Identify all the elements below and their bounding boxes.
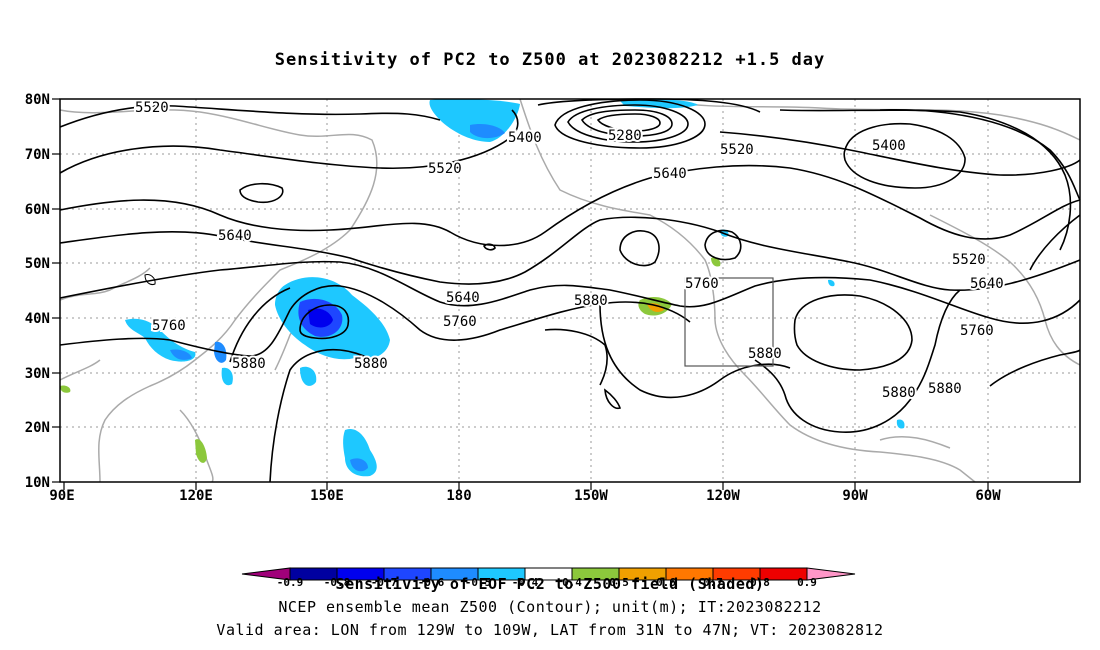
contour-label: 5760 xyxy=(443,314,477,330)
contour-label: 5640 xyxy=(446,290,480,306)
contour-label: 5880 xyxy=(928,381,962,397)
contour-label: 5520 xyxy=(720,142,754,158)
contour-label: 5520 xyxy=(135,100,169,116)
contour-label: 5280 xyxy=(608,128,642,144)
colorbar-tick-label: 0.9 xyxy=(797,576,817,589)
colorbar-tick-label: -0.4 xyxy=(512,576,539,589)
lat-label: 70N xyxy=(25,147,50,163)
contour-label: 5760 xyxy=(685,276,719,292)
axis-ticks xyxy=(52,98,989,490)
contour-label: 5760 xyxy=(152,318,186,334)
contour-label: 5760 xyxy=(960,323,994,339)
contour-labels: 5520 5400 5280 5520 5400 5520 5640 5640 … xyxy=(133,98,1006,403)
contour-label: 5880 xyxy=(574,293,608,309)
colorbar-tick-label: -0.6 xyxy=(418,576,445,589)
lon-label: 90W xyxy=(842,488,868,504)
z500-contours xyxy=(59,98,1081,483)
colorbar: -0.9 -0.8 -0.7 -0.6 -0.5 -0.4 0.4 0.5 0.6 0.7 0.8 0… xyxy=(241,567,856,589)
lat-label: 50N xyxy=(25,256,50,272)
footer-shading-caption: Sensitivity of EOF PC2 to Z500 field (Sh… xyxy=(335,575,765,593)
lat-label: 20N xyxy=(25,420,50,436)
lon-label: 90E xyxy=(49,488,74,504)
colorbar-tick-label: -0.7 xyxy=(371,576,398,589)
longitude-labels: 90E 120E 150E 180 150W 120W 90W 60W xyxy=(49,488,1001,504)
colorbar-tick-label: 0.7 xyxy=(703,576,723,589)
map-title: Sensitivity of PC2 to Z500 at 2023082212… xyxy=(274,50,826,70)
lat-label: 80N xyxy=(25,92,50,108)
colorbar-tick-label: 0.5 xyxy=(609,576,629,589)
contour-label: 5880 xyxy=(354,356,388,372)
lon-label: 60W xyxy=(975,488,1001,504)
contour-label: 5400 xyxy=(872,138,906,154)
contour-label: 5640 xyxy=(218,228,252,244)
colorbar-ticks: -0.9 -0.8 -0.7 -0.6 -0.5 -0.4 0.4 0.5 0.6 0.7 0.8 0… xyxy=(277,576,817,589)
sensitivity-shading xyxy=(60,99,905,477)
contour-label: 5880 xyxy=(748,346,782,362)
map-background xyxy=(60,99,1080,482)
contour-label: 5880 xyxy=(232,356,266,372)
coastlines xyxy=(59,98,1081,483)
colorbar-cell xyxy=(806,567,856,581)
lon-label: 150E xyxy=(310,488,344,504)
map-frame xyxy=(59,98,1081,483)
colorbar-tick-label: -0.9 xyxy=(277,576,304,589)
lon-label: 150W xyxy=(574,488,608,504)
lat-label: 30N xyxy=(25,366,50,382)
colorbar-tick-label: 0.6 xyxy=(656,576,676,589)
contour-label: 5880 xyxy=(882,385,916,401)
lon-label: 120E xyxy=(179,488,213,504)
contour-label: 5520 xyxy=(428,161,462,177)
contour-label: 5400 xyxy=(508,130,542,146)
colorbar-tick-label: -0.5 xyxy=(465,576,492,589)
colorbar-tick-label: 0.8 xyxy=(750,576,770,589)
lon-label: 120W xyxy=(706,488,740,504)
colorbar-cells xyxy=(241,567,856,581)
footer-contour-caption: NCEP ensemble mean Z500 (Contour); unit(… xyxy=(278,598,822,616)
colorbar-tick-label: -0.8 xyxy=(324,576,351,589)
valid-area-box xyxy=(684,277,774,367)
lat-label: 10N xyxy=(25,475,50,491)
contour-label: 5640 xyxy=(653,166,687,182)
lat-label: 40N xyxy=(25,311,50,327)
lat-label: 60N xyxy=(25,202,50,218)
lon-label: 180 xyxy=(446,488,471,504)
footer-valid-area: Valid area: LON from 129W to 109W, LAT f… xyxy=(216,621,884,639)
contour-label: 5520 xyxy=(952,252,986,268)
contour-label: 5640 xyxy=(970,276,1004,292)
colorbar-tick-label: 0.4 xyxy=(562,576,582,589)
map-figure: 5520 5400 5280 5520 5400 5520 5640 5640 … xyxy=(25,92,1081,504)
latitude-labels: 80N 70N 60N 50N 40N 30N 20N 10N xyxy=(25,92,50,491)
